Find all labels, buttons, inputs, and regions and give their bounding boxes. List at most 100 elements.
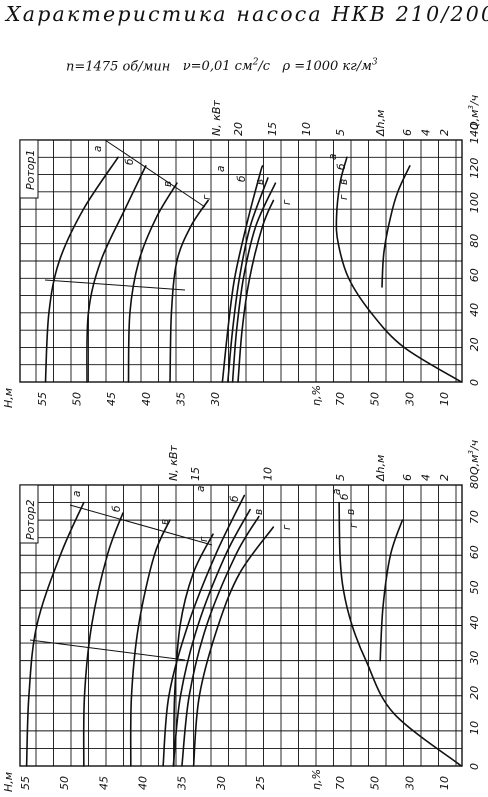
page-title: Характеристика насоса НКВ 210/200 xyxy=(6,2,488,26)
n-tick-label: 5 xyxy=(334,474,347,481)
curve-power-б xyxy=(172,508,251,767)
q-tick-label: 80 xyxy=(468,234,481,248)
curve-label: в xyxy=(253,509,265,515)
horizontal-grid xyxy=(20,484,462,767)
curve-power-а xyxy=(162,494,246,767)
operating-parameters: n=1475 об/мин ν=0,01 см2/с ρ =1000 кг/м3 xyxy=(66,58,378,74)
n-tick-label: 15 xyxy=(266,122,279,136)
q-tick-label: 40 xyxy=(468,616,481,630)
n-tick-label: 15 xyxy=(189,467,202,481)
curve-npsh xyxy=(381,165,411,288)
curve-power-б xyxy=(227,177,269,383)
curve-label: б xyxy=(111,505,123,512)
curve-head-а xyxy=(44,156,119,383)
curve-label: б xyxy=(229,495,241,502)
curve-label: б xyxy=(124,158,136,165)
curve-label: в xyxy=(254,179,266,185)
h-tick-label: 40 xyxy=(140,392,153,406)
curve-label: в xyxy=(159,519,171,525)
chart-frame xyxy=(19,139,463,383)
construction-line xyxy=(69,504,213,546)
curve-label: г xyxy=(338,194,350,200)
curve-label: а xyxy=(71,491,83,497)
curve-label: б xyxy=(236,175,248,182)
eta-tick-label: 10 xyxy=(438,392,451,406)
q-tick-label: 30 xyxy=(468,651,481,665)
curve-power-в xyxy=(231,182,277,383)
curve-power-в xyxy=(181,515,260,767)
rotor-label: Ротор1 xyxy=(24,150,37,190)
curve-label: в xyxy=(162,181,174,187)
curve-efficiency xyxy=(338,501,463,767)
h-tick-label: 50 xyxy=(58,776,71,790)
h-tick-label: 40 xyxy=(137,776,150,790)
dh-tick-label: 6 xyxy=(401,129,414,136)
dh-axis-title: Δh,м xyxy=(374,110,387,137)
speed-param: n=1475 об/мин xyxy=(66,59,171,75)
curve-label: в xyxy=(338,179,350,185)
curve-label: г xyxy=(281,199,293,205)
curve-head-в xyxy=(127,182,178,383)
h-axis-title: Н,м xyxy=(2,388,15,408)
curve-label: г xyxy=(348,522,360,528)
eta-tick-label: 50 xyxy=(369,776,382,790)
h-tick-label: 35 xyxy=(174,392,187,406)
eta-tick-label: 70 xyxy=(334,392,347,406)
curve-label: а xyxy=(215,166,227,172)
q-tick-label: 140 xyxy=(468,123,481,144)
h-tick-label: 50 xyxy=(71,392,84,406)
viscosity-param: ν=0,01 см2/с xyxy=(182,58,271,75)
q-tick-label: 0 xyxy=(468,763,481,770)
curve-label: в xyxy=(345,509,357,515)
h-tick-label: 45 xyxy=(97,776,110,790)
dh-tick-label: 6 xyxy=(401,474,414,481)
curve-label: б xyxy=(336,163,348,170)
eta-axis-title: η,% xyxy=(310,769,323,790)
rotor-label-box xyxy=(19,139,39,199)
curve-label: г xyxy=(201,194,213,200)
curve-head-г xyxy=(169,199,209,383)
q-tick-label: 10 xyxy=(468,721,481,735)
curve-power-г xyxy=(192,526,275,767)
curve-label: а xyxy=(195,486,207,492)
curve-efficiency xyxy=(335,156,463,383)
curve-npsh xyxy=(379,519,404,662)
rotor-label-box xyxy=(19,484,39,544)
rotor-label: Ротор2 xyxy=(24,500,37,540)
curve-label: б xyxy=(339,493,351,500)
curve-power-г xyxy=(237,199,275,383)
h-tick-label: 25 xyxy=(254,776,267,790)
eta-tick-label: 30 xyxy=(403,776,416,790)
h-axis-title: Н,м xyxy=(2,772,15,792)
h-tick-label: 30 xyxy=(209,392,222,406)
curve-label: а xyxy=(327,154,339,160)
density-param: ρ =1000 кг/м3 xyxy=(282,58,378,75)
q-axis-title: Q,м3/ч xyxy=(467,439,481,475)
dh-tick-label: 2 xyxy=(438,474,451,481)
dh-axis-title: Δh,м xyxy=(374,455,387,482)
h-tick-label: 30 xyxy=(215,776,228,790)
q-axis-title: Q,м3/ч xyxy=(467,94,481,130)
q-tick-label: 60 xyxy=(468,268,481,282)
q-tick-label: 0 xyxy=(468,379,481,386)
construction-line xyxy=(104,139,206,208)
n-axis-title: N, кВт xyxy=(210,100,223,136)
q-tick-label: 60 xyxy=(468,545,481,559)
q-tick-label: 70 xyxy=(468,510,481,524)
eta-tick-label: 50 xyxy=(369,392,382,406)
construction-line xyxy=(44,279,186,291)
q-tick-label: 100 xyxy=(468,192,481,213)
h-tick-label: 55 xyxy=(36,392,49,406)
curve-power-а xyxy=(221,165,264,383)
n-tick-label: 10 xyxy=(262,467,275,481)
construction-line xyxy=(29,639,186,661)
curve-label: г xyxy=(281,524,293,530)
dh-tick-label: 2 xyxy=(438,129,451,136)
q-tick-label: 120 xyxy=(468,158,481,179)
curve-label: а xyxy=(331,489,343,495)
q-tick-label: 80 xyxy=(468,475,481,489)
curve-head-в xyxy=(129,519,171,767)
eta-tick-label: 70 xyxy=(334,776,347,790)
n-tick-label: 5 xyxy=(334,129,347,136)
